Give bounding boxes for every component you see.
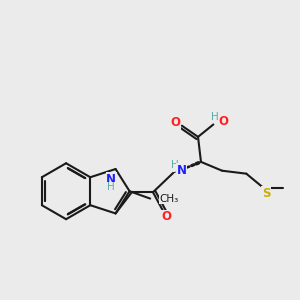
Text: O: O — [161, 210, 171, 223]
Text: H: H — [171, 160, 178, 170]
Text: H: H — [107, 182, 115, 192]
Text: H: H — [211, 112, 219, 122]
Text: O: O — [219, 115, 229, 128]
Text: N: N — [106, 173, 116, 186]
Text: O: O — [170, 116, 180, 129]
Text: N: N — [177, 164, 187, 177]
Text: S: S — [262, 187, 271, 200]
Text: CH₃: CH₃ — [160, 194, 179, 204]
